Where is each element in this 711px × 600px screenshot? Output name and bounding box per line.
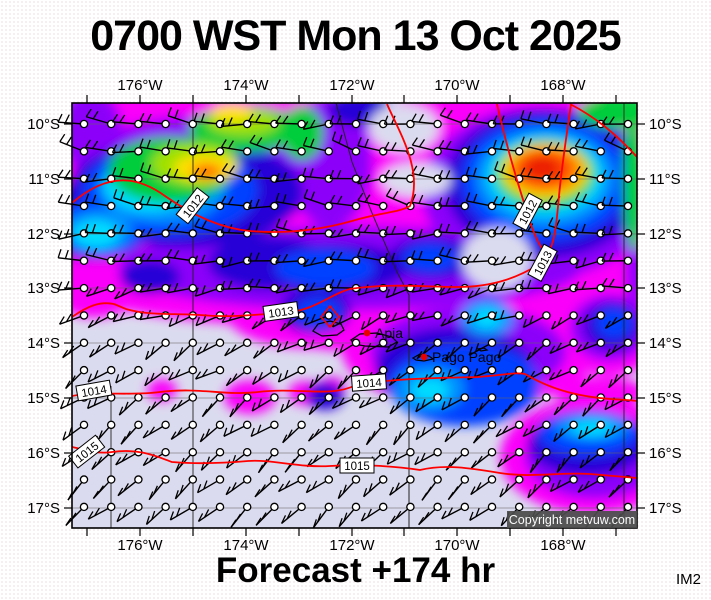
city-label: Apia [375, 325, 403, 341]
date-line [335, 103, 410, 528]
map-frame [71, 102, 638, 529]
svg-text:1013: 1013 [268, 305, 295, 320]
svg-text:1014: 1014 [356, 377, 383, 391]
svg-text:13°S: 13°S [27, 280, 60, 297]
svg-text:168°W: 168°W [540, 77, 586, 94]
copyright-box [507, 511, 637, 528]
svg-text:10°S: 10°S [27, 116, 60, 133]
svg-text:14°S: 14°S [649, 335, 682, 352]
svg-text:16°S: 16°S [649, 445, 682, 462]
isobar-label: 1014 [75, 379, 113, 402]
svg-text:172°W: 172°W [329, 77, 375, 94]
svg-text:1014: 1014 [81, 384, 109, 400]
svg-text:16°S: 16°S [27, 445, 60, 462]
copyright-text: Copyright metvuw.com [509, 513, 635, 527]
svg-text:10°S: 10°S [649, 116, 682, 133]
isobar-label: 1015 [339, 457, 375, 474]
city-marker [420, 353, 428, 361]
axis-layer: 176°W 176°W 174°W 174°W 172°W 172°W 170°W 170°W… [27, 77, 681, 554]
forecast-hour-label: Forecast +174 hr [215, 551, 496, 590]
storm-marker [319, 304, 341, 329]
svg-text:11°S: 11°S [649, 171, 681, 188]
svg-text:172°W: 172°W [329, 537, 375, 554]
chart-title: 0700 WST Mon 13 Oct 2025 [90, 12, 621, 60]
svg-text:11°S: 11°S [28, 171, 60, 188]
city-marker [363, 329, 371, 337]
svg-text:170°W: 170°W [434, 77, 480, 94]
svg-text:15°S: 15°S [649, 390, 682, 407]
svg-text:168°W: 168°W [540, 537, 586, 554]
svg-text:170°W: 170°W [434, 537, 480, 554]
svg-text:174°W: 174°W [223, 77, 269, 94]
model-code-label: IM2 [675, 571, 701, 588]
svg-text:13°S: 13°S [649, 280, 682, 297]
city-label: Pago Pago [432, 349, 501, 365]
isobar-label: 1013 [262, 301, 300, 322]
island-coastline [312, 320, 345, 337]
wind-barbs-layer [57, 107, 633, 529]
svg-text:1015: 1015 [344, 461, 370, 473]
svg-text:174°W: 174°W [223, 537, 269, 554]
isobar-label: 1014 [350, 373, 387, 392]
svg-text:12°S: 12°S [27, 226, 60, 243]
svg-text:15°S: 15°S [27, 390, 60, 407]
svg-text:17°S: 17°S [649, 500, 682, 517]
svg-text:176°W: 176°W [117, 77, 163, 94]
svg-text:176°W: 176°W [117, 537, 163, 554]
svg-text:17°S: 17°S [27, 500, 60, 517]
svg-text:14°S: 14°S [27, 335, 60, 352]
svg-text:12°S: 12°S [649, 226, 682, 243]
